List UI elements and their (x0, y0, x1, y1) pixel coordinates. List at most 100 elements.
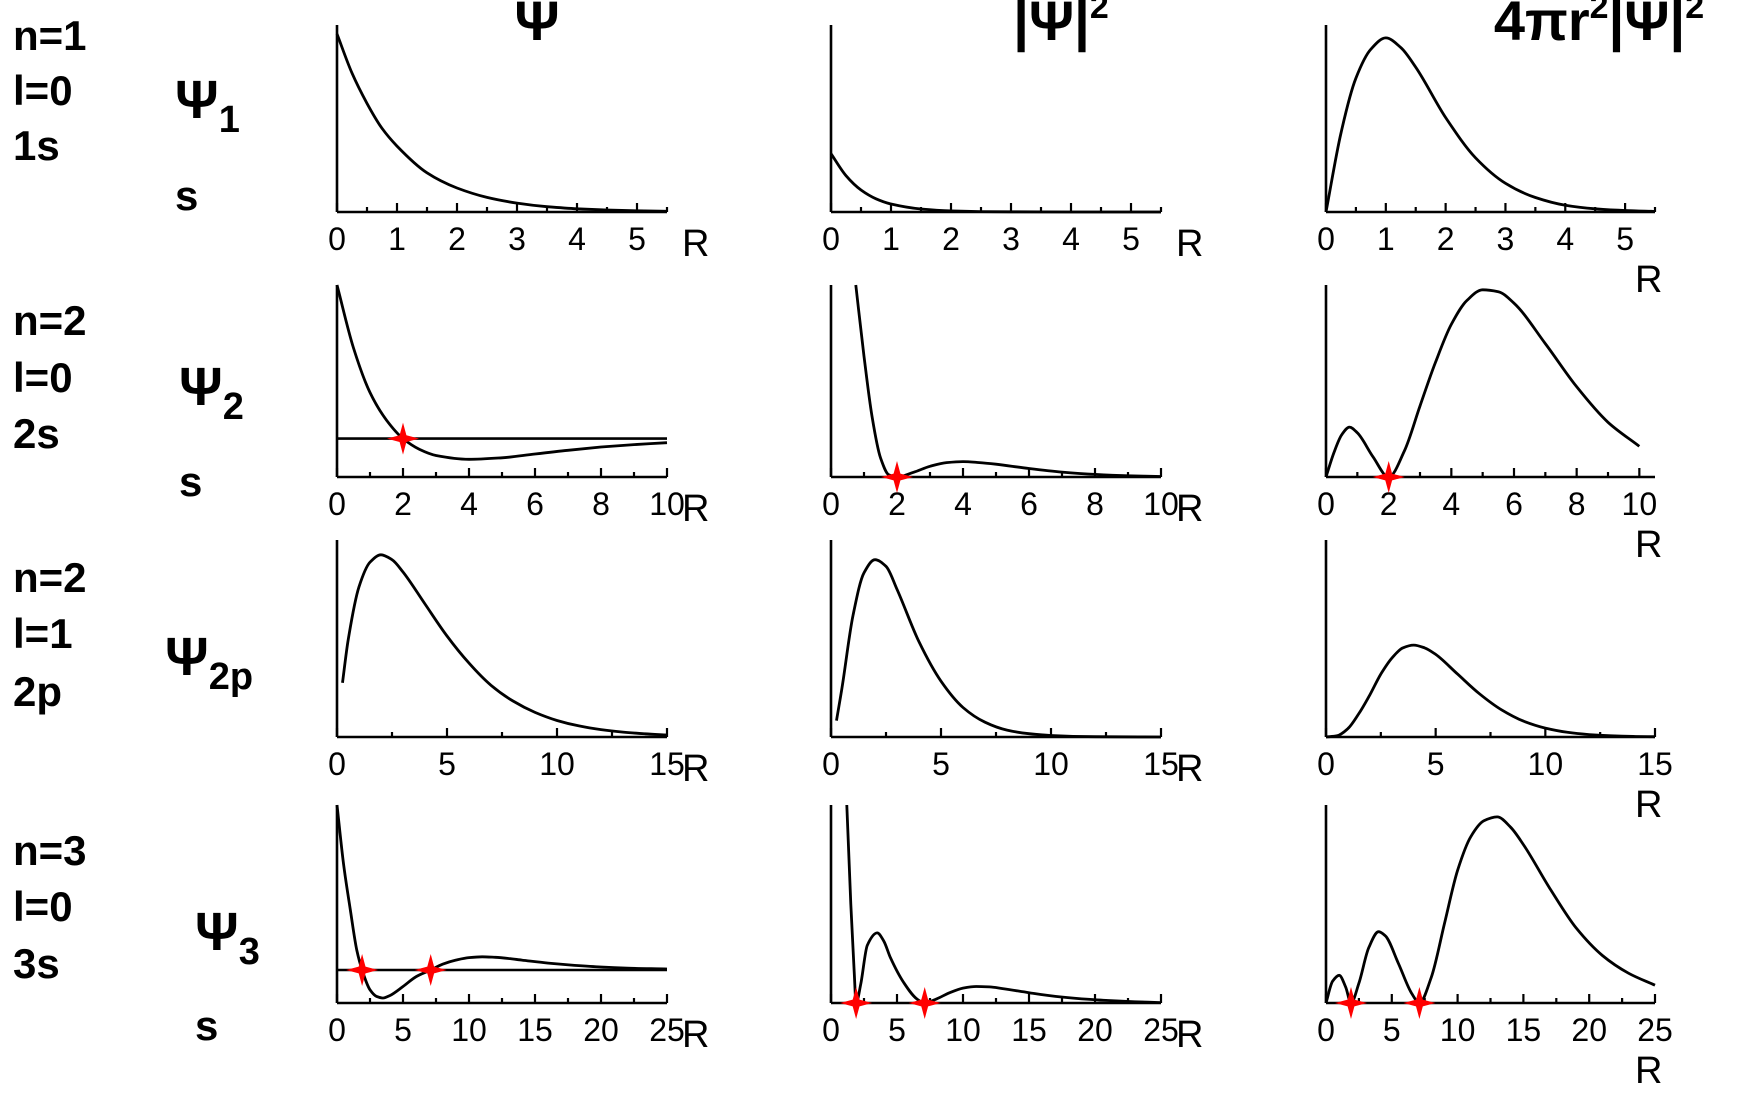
x-tick-label: 0 (328, 221, 346, 257)
wavefunction-curve (854, 284, 1162, 479)
x-tick-label: 8 (1568, 486, 1586, 522)
row-label-4: n=3 l=0 3s Ψ3 s (13, 827, 260, 1049)
x-tick-label: 0 (822, 746, 840, 782)
wavefunction-symbol: Ψ1 (175, 70, 240, 141)
x-tick-label: 0 (328, 486, 346, 522)
x-tick-label: 0 (1317, 221, 1335, 257)
x-tick-label: 15 (649, 746, 685, 782)
x-tick-label: 5 (1427, 746, 1445, 782)
quantum-number-label: 3s (13, 940, 60, 987)
panel-r4-c2: 0 5 10 15 20 25R (822, 804, 1203, 1056)
x-axis-title: R (682, 488, 709, 530)
x-tick-label: 10 (1622, 486, 1658, 522)
wavefunction-curve (335, 284, 668, 461)
x-axis-title: R (1176, 1014, 1203, 1056)
x-tick-label: 2 (448, 221, 466, 257)
x-tick-label: 0 (822, 486, 840, 522)
x-tick-label: 5 (932, 746, 950, 782)
x-tick-label: 2 (888, 486, 906, 522)
x-tick-label: 8 (1086, 486, 1104, 522)
x-tick-label: 20 (1571, 1012, 1607, 1048)
x-tick-label: 1 (1377, 221, 1395, 257)
radial-node-marker (346, 954, 379, 986)
quantum-number-label: n=2 (13, 554, 87, 601)
x-tick-label: 10 (1033, 746, 1069, 782)
column-header-3: 4πr2|Ψ|2 (1494, 0, 1704, 53)
column-header-2: |Ψ|2 (1013, 0, 1109, 53)
row-label-2: n=2 l=0 2s Ψ2 s (13, 297, 244, 505)
x-tick-label: 15 (1011, 1012, 1047, 1048)
x-tick-label: 0 (1317, 746, 1335, 782)
x-tick-label: 0 (328, 746, 346, 782)
quantum-number-label: l=0 (13, 883, 73, 930)
x-axis-title: R (682, 1014, 709, 1056)
x-axis-title: R (1635, 784, 1662, 826)
x-axis-title: R (1176, 488, 1203, 530)
x-tick-label: 2 (394, 486, 412, 522)
x-tick-label: 1 (882, 221, 900, 257)
quantum-number-label: l=0 (13, 67, 73, 114)
x-tick-label: 1 (388, 221, 406, 257)
x-tick-label: 25 (1143, 1012, 1179, 1048)
x-tick-label: 4 (460, 486, 478, 522)
panel-r2-c1: 0 2 4 6 8 10R (328, 284, 709, 530)
radial-node-marker (1403, 987, 1436, 1019)
wavefunction-curve (335, 33, 668, 213)
radial-node-marker (840, 987, 873, 1019)
x-tick-label: 6 (1505, 486, 1523, 522)
row-label-3: n=2 l=1 2p Ψ2p (13, 554, 253, 715)
quantum-number-label: n=2 (13, 297, 87, 344)
x-tick-label: 5 (888, 1012, 906, 1048)
x-tick-label: 4 (954, 486, 972, 522)
wavefunction-curve (1324, 36, 1656, 213)
x-axis-title: R (1176, 748, 1203, 790)
quantum-number-label: l=0 (13, 354, 73, 401)
x-tick-label: 3 (508, 221, 526, 257)
panel-r3-c3: 0 5 10 15R (1317, 540, 1673, 826)
x-tick-label: 5 (438, 746, 456, 782)
x-axis-title: R (682, 748, 709, 790)
panel-r2-c2: 0 2 4 6 8 10R (822, 284, 1203, 530)
x-tick-label: 15 (517, 1012, 553, 1048)
x-tick-label: 6 (1020, 486, 1038, 522)
quantum-number-label: 2p (13, 668, 62, 715)
x-tick-label: 10 (451, 1012, 487, 1048)
wavefunction-symbol: Ψ3 (195, 902, 260, 973)
x-axis-title: R (1635, 1050, 1662, 1092)
quantum-number-label: l=1 (13, 610, 73, 657)
x-tick-label: 25 (649, 1012, 685, 1048)
x-tick-label: 10 (1440, 1012, 1476, 1048)
quantum-number-label: 1s (13, 122, 60, 169)
radial-node-marker (1335, 987, 1367, 1019)
wavefunction-symbol: Ψ2 (179, 357, 244, 428)
panel-r4-c1: 0 5 10 15 20 25R (328, 804, 709, 1056)
x-tick-label: 5 (628, 221, 646, 257)
x-tick-label: 4 (1442, 486, 1460, 522)
wavefunction-curve (1324, 815, 1656, 1005)
x-tick-label: 15 (1637, 746, 1673, 782)
x-tick-label: 0 (328, 1012, 346, 1048)
x-tick-label: 5 (394, 1012, 412, 1048)
panel-r4-c3: 0 5 10 15 20 25R (1317, 805, 1673, 1092)
x-tick-label: 0 (1317, 486, 1335, 522)
x-axis-title: R (682, 223, 709, 265)
x-tick-label: 0 (822, 1012, 840, 1048)
x-tick-label: 10 (1143, 486, 1179, 522)
orbital-type-tag: s (179, 458, 202, 505)
x-tick-label: 0 (822, 221, 840, 257)
x-tick-label: 4 (1062, 221, 1080, 257)
wavefunction-curve (1324, 288, 1641, 479)
wavefunction-curve (1325, 643, 1656, 739)
x-tick-label: 2 (942, 221, 960, 257)
orbital-type-tag: s (195, 1002, 218, 1049)
panel-r1-c3: 0 1 2 3 4 5R (1317, 25, 1662, 301)
x-tick-label: 4 (1556, 221, 1574, 257)
x-tick-label: 5 (1616, 221, 1634, 257)
x-tick-label: 5 (1383, 1012, 1401, 1048)
radial-node-marker (387, 422, 419, 455)
quantum-number-label: n=1 (13, 12, 87, 59)
x-tick-label: 3 (1497, 221, 1515, 257)
x-tick-label: 0 (1317, 1012, 1335, 1048)
